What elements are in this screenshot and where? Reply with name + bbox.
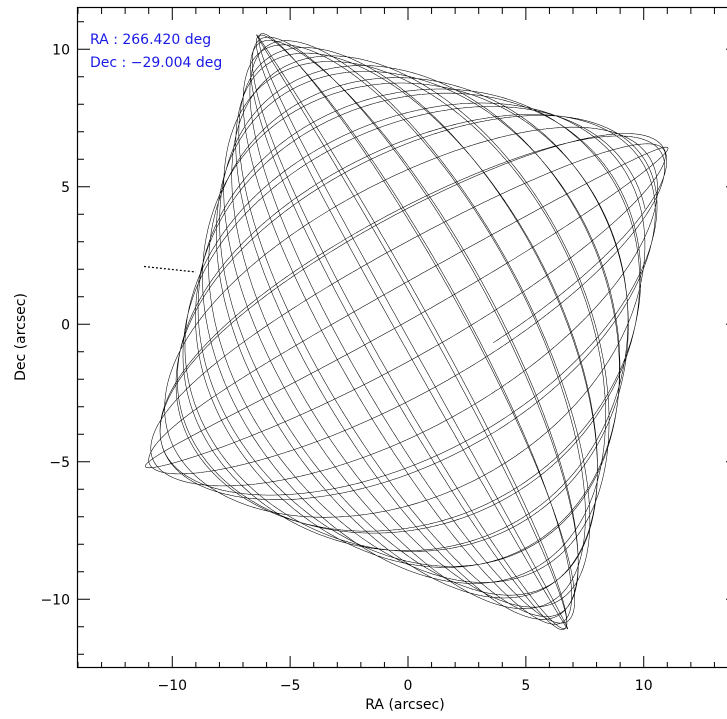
scan-trace: [145, 33, 669, 630]
y-tick-label: 5: [61, 180, 70, 196]
tick-labels: −10 −5 0 5 10 −10 −5 0 5 10: [40, 42, 652, 694]
x-tick-label: −5: [280, 678, 301, 694]
x-tick-label: 5: [521, 678, 530, 694]
plot-frame: [76, 6, 727, 669]
axis-ticks: [77, 8, 727, 668]
y-tick-label: 0: [61, 317, 70, 333]
x-tick-label: 0: [404, 678, 413, 694]
x-axis-title: RA (arcsec): [365, 697, 444, 713]
dec-annotation: Dec : −29.004 deg: [90, 55, 222, 71]
y-axis-title: Dec (arcsec): [13, 293, 29, 381]
y-tick-label: −10: [40, 592, 70, 608]
scan-trace-layer: [143, 33, 669, 630]
x-tick-label: 10: [635, 678, 653, 694]
x-tick-label: −10: [158, 678, 188, 694]
stray-trace-segment: [143, 265, 196, 273]
y-tick-label: −5: [49, 455, 70, 471]
ra-annotation: RA : 266.420 deg: [90, 32, 211, 48]
y-tick-label: 10: [52, 42, 70, 58]
